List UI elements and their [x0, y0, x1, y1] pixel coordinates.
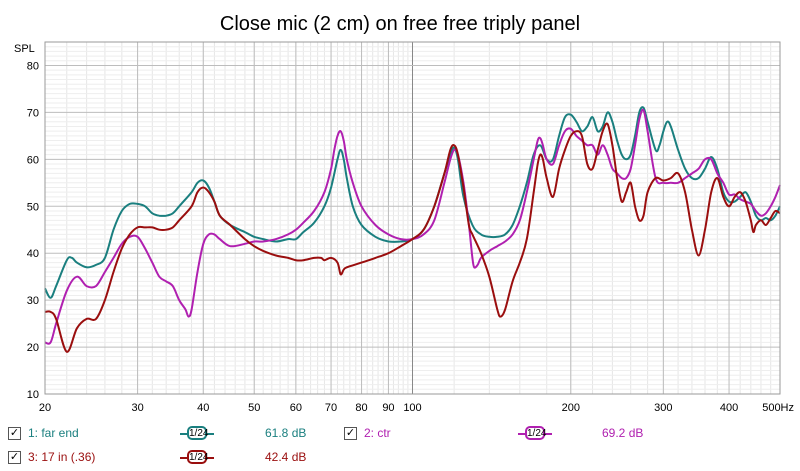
x-tick-labels: 20 30 40 50 60 70 80 90 100 200 300 400 500Hz: [39, 402, 794, 414]
x-tick-label: 200: [562, 402, 580, 414]
series-3-level: 42.4 dB: [265, 450, 307, 464]
series-line-1: [44, 106, 781, 299]
series-1-smoothing-icon[interactable]: 1/24: [180, 425, 214, 441]
y-tick-labels: 10 20 30 40 50 60 70 80: [27, 60, 39, 401]
series-2-checkbox[interactable]: ✓: [344, 427, 357, 440]
x-tick-label: 300: [654, 402, 672, 414]
x-tick-label: 50: [248, 402, 260, 414]
x-tick-label: 60: [290, 402, 302, 414]
x-tick-label: 20: [39, 402, 51, 414]
series-layer: [44, 106, 781, 353]
legend-row-2: ✓ 3: 17 in (.36) 1/24 42.4 dB: [6, 448, 796, 466]
y-tick-label: 40: [27, 248, 39, 260]
plot-border: [44, 41, 781, 395]
x-tick-label: 40: [197, 402, 209, 414]
series-1-checkbox[interactable]: ✓: [8, 427, 21, 440]
y-axis-label: SPL: [14, 43, 35, 55]
series-2-smoothing-label: 1/24: [525, 426, 547, 440]
x-tick-label: 500Hz: [762, 402, 794, 414]
chart-title: Close mic (2 cm) on free free triply pan…: [220, 13, 580, 35]
series-1-level: 61.8 dB: [265, 426, 307, 440]
y-tick-label: 30: [27, 295, 39, 307]
series-2-level: 69.2 dB: [602, 426, 644, 440]
series-3-checkbox[interactable]: ✓: [8, 451, 21, 464]
y-tick-label: 20: [27, 342, 39, 354]
series-1-smoothing-label: 1/24: [187, 426, 209, 440]
series-3-smoothing-icon[interactable]: 1/24: [180, 449, 214, 465]
x-tick-label: 80: [355, 402, 367, 414]
series-3-legend-label: 3: 17 in (.36): [28, 450, 96, 464]
x-tick-label: 90: [382, 402, 394, 414]
x-tick-label: 30: [131, 402, 143, 414]
series-line-2: [44, 108, 781, 345]
x-tick-label: 70: [325, 402, 337, 414]
y-tick-label: 50: [27, 201, 39, 213]
x-tick-label: 100: [403, 402, 421, 414]
y-tick-label: 80: [27, 60, 39, 72]
legend-row-1: ✓ 1: far end 1/24 61.8 dB ✓ 2: ctr 1/24 …: [6, 424, 796, 442]
y-tick-label: 70: [27, 107, 39, 119]
y-tick-label: 60: [27, 154, 39, 166]
y-tick-label: 10: [27, 389, 39, 401]
series-2-smoothing-icon[interactable]: 1/24: [518, 425, 552, 441]
series-1-legend-label: 1: far end: [28, 426, 79, 440]
x-tick-label: 400: [720, 402, 738, 414]
series-2-legend-label: 2: ctr: [364, 426, 391, 440]
series-3-smoothing-label: 1/24: [187, 450, 209, 464]
series-line-3: [44, 122, 781, 353]
